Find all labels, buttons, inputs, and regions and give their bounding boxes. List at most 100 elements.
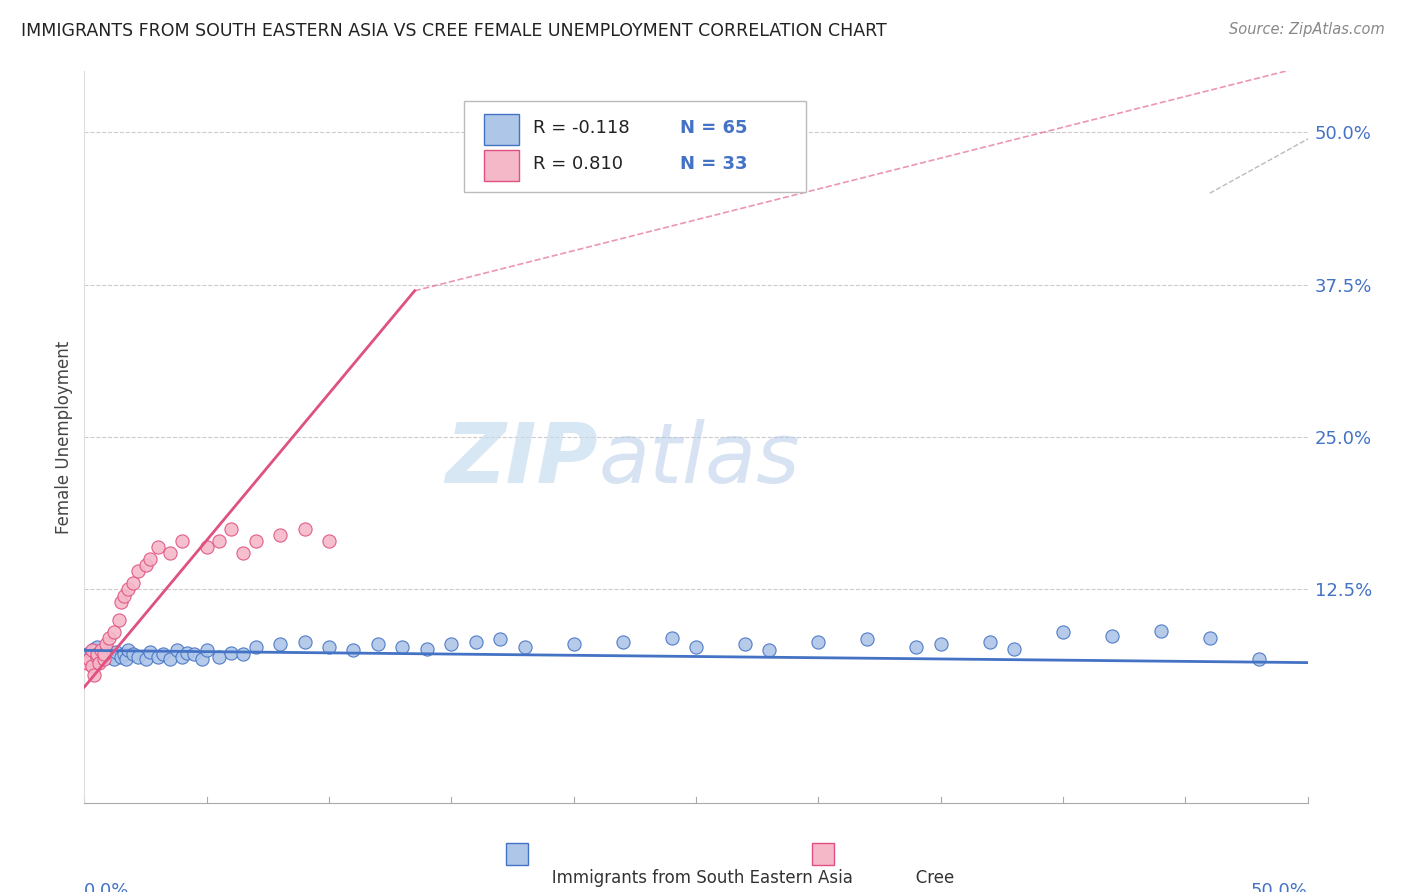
Point [195, 643, 218, 657]
Point [176, 646, 198, 660]
FancyBboxPatch shape [484, 151, 519, 181]
Point [685, 640, 707, 654]
Point [96, 637, 118, 651]
Point [245, 640, 267, 654]
Point [115, 652, 138, 666]
Point [86, 649, 108, 664]
Point [93, 652, 115, 666]
Point [135, 652, 157, 666]
Point [110, 594, 132, 608]
Point [1101, 629, 1123, 643]
Point [294, 521, 316, 535]
Point [367, 637, 389, 651]
Point [1198, 632, 1220, 646]
Point [612, 635, 634, 649]
FancyBboxPatch shape [813, 843, 834, 865]
Point [139, 645, 162, 659]
Point [146, 649, 169, 664]
Point [122, 647, 145, 661]
Point [152, 647, 174, 661]
Point [269, 637, 291, 651]
Point [77, 652, 100, 666]
Text: IMMIGRANTS FROM SOUTH EASTERN ASIA VS CREE FEMALE UNEMPLOYMENT CORRELATION CHART: IMMIGRANTS FROM SOUTH EASTERN ASIA VS CR… [21, 22, 887, 40]
Text: Source: ZipAtlas.com: Source: ZipAtlas.com [1229, 22, 1385, 37]
Point [86, 640, 108, 654]
Point [80, 645, 103, 659]
Point [159, 546, 181, 560]
Point [807, 635, 830, 649]
Point [93, 647, 115, 661]
Point [83, 667, 105, 682]
Point [183, 647, 205, 661]
Text: R = -0.118: R = -0.118 [533, 120, 630, 137]
Point [661, 632, 683, 646]
Point [232, 647, 254, 661]
Text: N = 33: N = 33 [681, 155, 748, 173]
Text: R = 0.810: R = 0.810 [533, 155, 623, 173]
Point [1150, 624, 1173, 638]
Point [208, 649, 231, 664]
Point [117, 643, 139, 657]
Point [146, 540, 169, 554]
Point [86, 647, 108, 661]
Point [103, 625, 125, 640]
FancyBboxPatch shape [464, 101, 806, 192]
Text: atlas: atlas [598, 418, 800, 500]
Point [110, 649, 132, 664]
Point [97, 649, 120, 664]
Point [734, 637, 756, 651]
Point [83, 642, 105, 657]
Y-axis label: Female Unemployment: Female Unemployment [55, 341, 73, 533]
Point [80, 649, 103, 664]
Point [127, 649, 149, 664]
Point [219, 646, 242, 660]
Point [294, 635, 316, 649]
Point [96, 643, 118, 657]
Point [440, 637, 463, 651]
Point [122, 576, 145, 591]
Point [758, 643, 780, 657]
Point [166, 643, 188, 657]
Point [219, 521, 242, 535]
FancyBboxPatch shape [484, 114, 519, 145]
Text: 0.0%: 0.0% [84, 882, 129, 892]
Point [1052, 625, 1074, 640]
Point [979, 635, 1001, 649]
Point [112, 589, 135, 603]
Point [139, 552, 162, 566]
Point [83, 656, 105, 670]
Point [929, 637, 952, 651]
Point [135, 558, 157, 573]
Point [562, 637, 585, 651]
Point [391, 640, 413, 654]
Text: Cree: Cree [879, 869, 953, 887]
Point [208, 533, 231, 548]
Point [90, 652, 112, 666]
Point [232, 546, 254, 560]
Point [1002, 642, 1025, 657]
Text: ZIP: ZIP [446, 418, 598, 500]
Point [86, 647, 108, 661]
Point [103, 652, 125, 666]
Point [172, 649, 194, 664]
Point [80, 643, 103, 657]
Point [416, 642, 439, 657]
Point [97, 632, 120, 646]
Point [245, 533, 267, 548]
Point [905, 640, 928, 654]
Point [90, 643, 112, 657]
Point [342, 643, 364, 657]
Point [77, 652, 100, 666]
Point [76, 656, 98, 670]
Point [191, 652, 214, 666]
Point [464, 635, 486, 649]
Point [112, 647, 135, 661]
Point [76, 647, 98, 661]
Text: N = 65: N = 65 [681, 120, 748, 137]
Text: 50.0%: 50.0% [1251, 882, 1308, 892]
Point [159, 652, 181, 666]
Point [93, 646, 115, 660]
Point [80, 659, 103, 673]
Point [513, 640, 536, 654]
Point [107, 613, 129, 627]
